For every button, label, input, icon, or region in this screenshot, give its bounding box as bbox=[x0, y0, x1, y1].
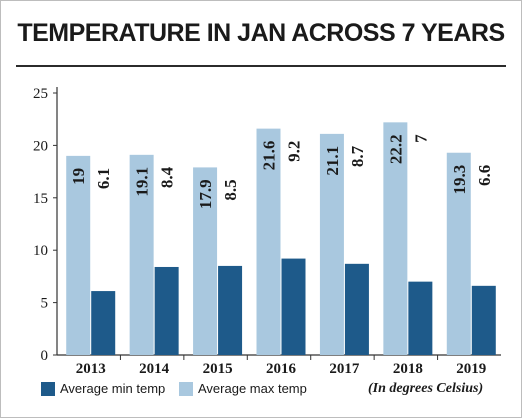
bar-min-2016 bbox=[281, 258, 306, 355]
bar-max-2018 bbox=[383, 122, 408, 356]
data-label-min-2014: 8.4 bbox=[158, 166, 177, 188]
y-tick-label: 10 bbox=[33, 243, 48, 259]
x-tick-label: 2014 bbox=[139, 361, 170, 377]
x-tick-label: 2015 bbox=[203, 361, 233, 377]
bar-max-2013 bbox=[66, 155, 91, 355]
legend-item-min: Average min temp bbox=[41, 381, 165, 396]
bar-max-2014 bbox=[129, 154, 154, 355]
bar-max-2017 bbox=[319, 133, 344, 355]
bar-min-2017 bbox=[344, 263, 369, 355]
data-label-max-2014: 19.1 bbox=[133, 167, 152, 197]
chart-title: TEMPERATURE IN JAN ACROSS 7 YEARS bbox=[17, 19, 505, 47]
data-label-min-2016: 9.2 bbox=[285, 141, 304, 162]
legend-label-min: Average min temp bbox=[60, 381, 166, 396]
y-tick-label: 0 bbox=[41, 348, 49, 364]
title-rule bbox=[16, 65, 506, 67]
bar-min-2014 bbox=[154, 266, 179, 355]
bar-min-2013 bbox=[91, 291, 116, 355]
data-label-min-2015: 8.5 bbox=[221, 179, 240, 200]
data-label-max-2017: 21.1 bbox=[323, 146, 342, 176]
legend-swatch-max bbox=[179, 381, 193, 396]
x-tick-label: 2018 bbox=[393, 361, 423, 377]
data-label-max-2016: 21.6 bbox=[260, 141, 279, 171]
data-label-max-2018: 22.2 bbox=[386, 134, 405, 164]
data-label-max-2019: 19.3 bbox=[450, 165, 469, 195]
bar-max-2019 bbox=[446, 152, 471, 355]
x-tick-label: 2016 bbox=[266, 361, 297, 377]
y-tick-label: 20 bbox=[33, 138, 48, 154]
legend-item-max: Average max temp bbox=[179, 381, 307, 396]
data-label-min-2019: 6.6 bbox=[475, 165, 494, 186]
unit-note: (In degrees Celsius) bbox=[368, 381, 484, 396]
y-tick-label: 15 bbox=[33, 191, 48, 207]
data-label-max-2013: 19 bbox=[69, 168, 88, 185]
bar-max-2015 bbox=[193, 167, 218, 355]
bar-max-2016 bbox=[256, 128, 281, 355]
y-tick-label: 25 bbox=[33, 86, 48, 102]
y-tick-label: 5 bbox=[41, 296, 49, 312]
x-tick-label: 2019 bbox=[456, 361, 486, 377]
data-label-min-2018: 7 bbox=[411, 134, 430, 143]
data-label-min-2013: 6.1 bbox=[94, 168, 113, 189]
x-tick-label: 2017 bbox=[329, 361, 360, 377]
bar-min-2015 bbox=[218, 265, 243, 355]
legend-label-max: Average max temp bbox=[198, 381, 307, 396]
x-tick-label: 2013 bbox=[76, 361, 106, 377]
bar-min-2019 bbox=[471, 285, 496, 355]
bar-min-2018 bbox=[408, 281, 433, 355]
legend-swatch-min bbox=[41, 381, 55, 396]
legend: Average min temp Average max temp bbox=[1, 375, 521, 405]
bar-chart: 0 5 10 15 20 25 19 6.1 2013 19.1 8.4 2014 17.9 8.5 201… bbox=[33, 86, 501, 377]
data-label-min-2017: 8.7 bbox=[348, 145, 367, 167]
data-label-max-2015: 17.9 bbox=[196, 179, 215, 209]
